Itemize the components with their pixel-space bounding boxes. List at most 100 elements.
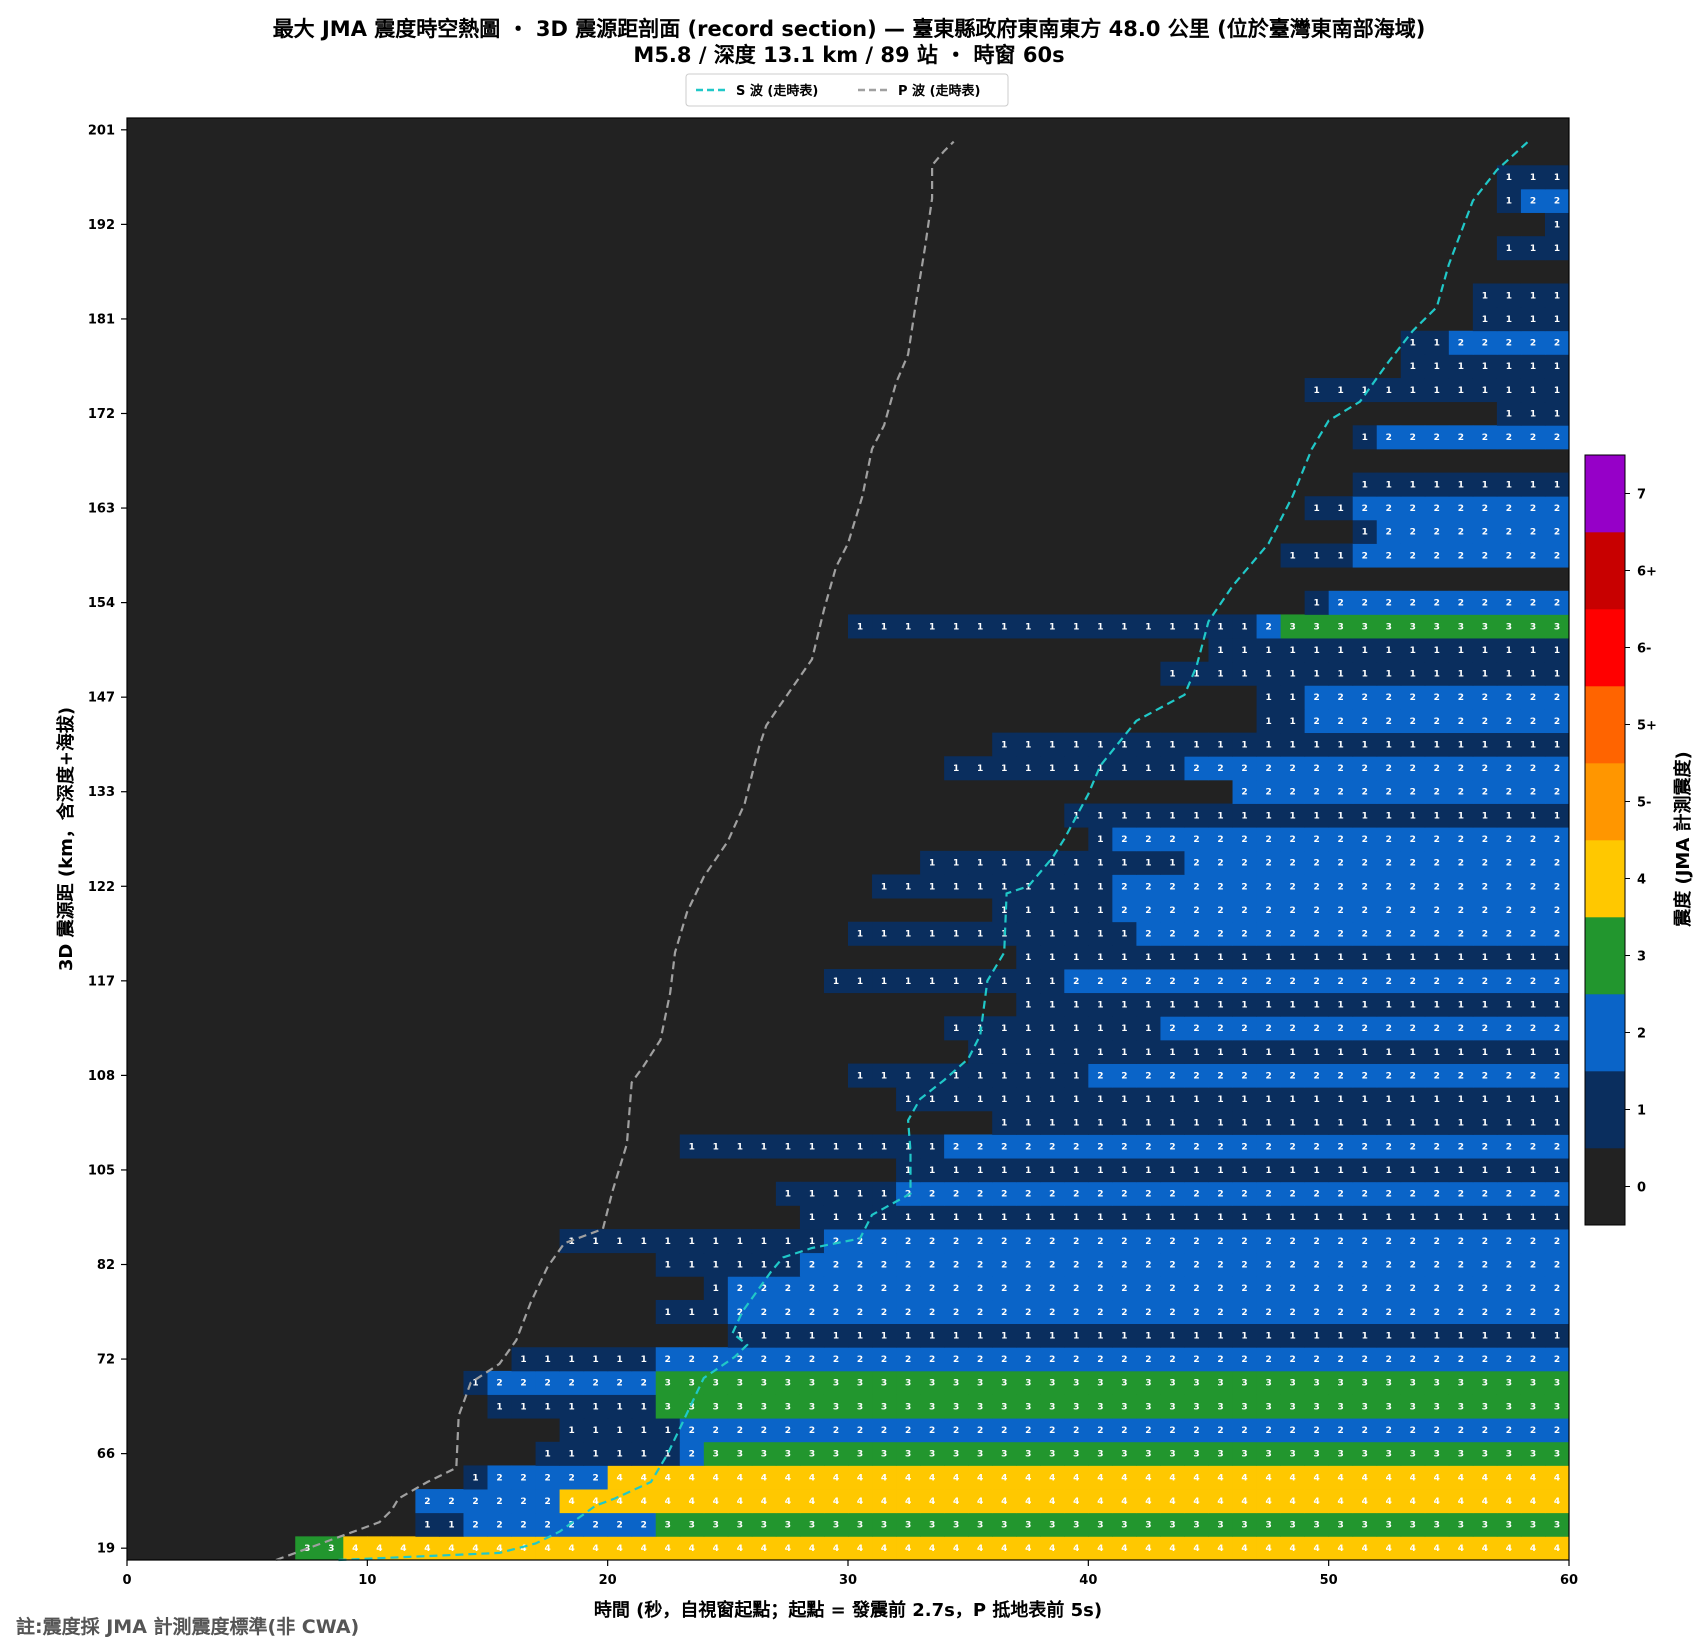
heatmap-cell xyxy=(1472,756,1498,781)
heatmap-cell xyxy=(920,850,945,875)
x-tick-label: 20 xyxy=(599,1573,617,1588)
cell-label: 2 xyxy=(737,1284,743,1294)
heatmap-cell xyxy=(1352,992,1378,1017)
heatmap-cell xyxy=(1304,1087,1330,1112)
heatmap-cell xyxy=(968,850,993,875)
cell-label: 1 xyxy=(689,1261,695,1271)
cell-label: 4 xyxy=(641,1497,647,1507)
heatmap-cell xyxy=(1160,1181,1185,1206)
heatmap-cell xyxy=(1520,1229,1546,1254)
heatmap-cell xyxy=(1160,874,1185,899)
cell-label: 1 xyxy=(1241,1119,1247,1129)
heatmap-cell xyxy=(1496,1158,1522,1183)
heatmap-cell xyxy=(1280,685,1306,710)
heatmap-cell xyxy=(1424,803,1450,828)
heatmap-cell xyxy=(1520,1536,1546,1561)
cell-label: 2 xyxy=(881,1237,887,1247)
heatmap-cell xyxy=(1184,756,1209,781)
cell-label: 2 xyxy=(1362,882,1368,892)
cell-label: 3 xyxy=(1169,1402,1175,1412)
cell-label: 1 xyxy=(1001,1024,1007,1034)
heatmap-cell xyxy=(1448,1465,1474,1490)
heatmap-cell xyxy=(848,1252,873,1277)
cell-label: 3 xyxy=(1025,1402,1031,1412)
heatmap-cell xyxy=(1328,1158,1354,1183)
cell-label: 1 xyxy=(1554,1000,1560,1010)
heatmap-cell xyxy=(1328,1016,1354,1041)
cell-label: 1 xyxy=(1410,1095,1416,1105)
cell-label: 2 xyxy=(1530,1190,1536,1200)
cell-label: 2 xyxy=(1314,1024,1320,1034)
heatmap-cell xyxy=(1232,1347,1257,1372)
heatmap-cell xyxy=(751,1323,777,1348)
cell-label: 2 xyxy=(1554,882,1560,892)
cell-label: 2 xyxy=(1410,1190,1416,1200)
heatmap-cell xyxy=(1304,685,1330,710)
heatmap-cell xyxy=(1496,165,1522,190)
cell-label: 1 xyxy=(1314,1166,1320,1176)
heatmap-cell xyxy=(1280,969,1306,994)
heatmap-cell xyxy=(1064,614,1089,639)
cell-label: 1 xyxy=(1482,362,1488,372)
heatmap-cell xyxy=(1520,732,1546,757)
heatmap-cell xyxy=(1352,1229,1378,1254)
cell-label: 2 xyxy=(496,1473,502,1483)
heatmap-cell xyxy=(1400,1039,1426,1064)
heatmap-cell xyxy=(1112,1465,1137,1490)
heatmap-cell xyxy=(1256,827,1281,852)
heatmap-cell xyxy=(1280,1441,1306,1466)
heatmap-cell xyxy=(1040,1063,1065,1088)
cell-label: 2 xyxy=(1217,1261,1223,1271)
cell-label: 3 xyxy=(1410,1402,1416,1412)
y-tick-label: 154 xyxy=(88,596,115,611)
cell-label: 3 xyxy=(1506,1521,1512,1531)
heatmap-cell xyxy=(1472,496,1498,521)
heatmap-cell xyxy=(1544,1418,1570,1443)
cell-label: 2 xyxy=(1169,1426,1175,1436)
heatmap-cell xyxy=(1424,496,1450,521)
heatmap-cell xyxy=(920,1347,945,1372)
cell-label: 2 xyxy=(1097,1190,1103,1200)
cell-label: 2 xyxy=(1049,1284,1055,1294)
heatmap-cell xyxy=(583,1418,609,1443)
cell-label: 2 xyxy=(1241,906,1247,916)
heatmap-cell xyxy=(1136,827,1161,852)
cell-label: 1 xyxy=(1289,717,1295,727)
heatmap-cell xyxy=(1064,1512,1089,1537)
heatmap-cell xyxy=(944,1087,969,1112)
colorbar-segment xyxy=(1585,917,1625,995)
cell-label: 2 xyxy=(1169,1071,1175,1081)
cell-label: 2 xyxy=(689,1426,695,1436)
heatmap-cell xyxy=(1112,1323,1137,1348)
heatmap-cell xyxy=(1376,1134,1402,1159)
heatmap-cell xyxy=(1544,827,1570,852)
cell-label: 4 xyxy=(1241,1473,1247,1483)
heatmap-cell xyxy=(703,1347,729,1372)
cell-label: 1 xyxy=(857,1142,863,1152)
heatmap-cell xyxy=(1376,590,1402,615)
cell-label: 3 xyxy=(1554,1402,1560,1412)
heatmap-cell xyxy=(1088,1299,1113,1325)
cell-label: 2 xyxy=(857,1284,863,1294)
heatmap-cell xyxy=(1280,1370,1306,1395)
heatmap-cell xyxy=(1376,1229,1402,1254)
heatmap-cell xyxy=(1208,1441,1233,1466)
heatmap-cell xyxy=(896,1394,921,1419)
cell-label: 2 xyxy=(761,1355,767,1365)
heatmap-cell xyxy=(727,1536,753,1561)
cell-label: 1 xyxy=(1121,1024,1127,1034)
cell-label: 2 xyxy=(1314,930,1320,940)
heatmap-cell xyxy=(1544,1158,1570,1183)
cell-label: 1 xyxy=(1554,244,1560,254)
heatmap-cell xyxy=(1424,1323,1450,1348)
cell-label: 1 xyxy=(593,1426,599,1436)
heatmap-cell xyxy=(1400,756,1426,781)
heatmap-cell xyxy=(1424,1134,1450,1159)
heatmap-cell xyxy=(1400,708,1426,734)
y-tick-label: 66 xyxy=(97,1447,115,1462)
heatmap-cell xyxy=(1088,969,1113,994)
cell-label: 2 xyxy=(1314,977,1320,987)
cell-label: 2 xyxy=(1338,599,1344,609)
heatmap-cell xyxy=(751,1465,777,1490)
heatmap-cell xyxy=(1064,898,1089,923)
